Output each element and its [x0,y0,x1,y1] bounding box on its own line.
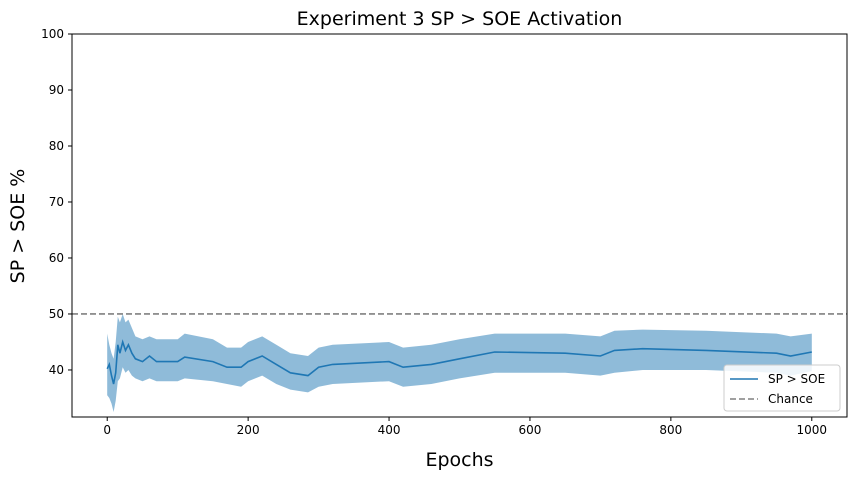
y-tick-label: 50 [49,307,64,321]
y-axis-label: SP > SOE % [7,169,29,284]
series-line-sp-soe [106,339,812,385]
axes-frame [71,33,848,418]
plot-area [72,313,847,412]
chart-title: Experiment 3 SP > SOE Activation [297,8,623,30]
x-tick-label: 200 [237,423,260,437]
legend: SP > SOE Chance [723,364,841,412]
y-tick-label: 80 [49,139,64,153]
x-tick-label: 400 [378,423,401,437]
y-tick-label: 90 [49,83,64,97]
y-tick-label: 70 [49,195,64,209]
confidence-band [107,314,812,412]
x-tick-label: 0 [103,423,111,437]
x-tick-label: 1000 [796,423,827,437]
legend-label-sp-soe: SP > SOE [768,372,825,386]
axes: 0 200 400 600 800 1000 40 50 60 70 80 90 100 [41,27,848,437]
x-tick-label: 600 [519,423,542,437]
y-tick-label: 60 [49,251,64,265]
legend-label-chance: Chance [768,392,813,406]
y-tick-label: 40 [49,363,64,377]
y-tick-label: 100 [41,27,64,41]
x-tick-label: 800 [659,423,682,437]
x-axis-label: Epochs [425,449,493,471]
